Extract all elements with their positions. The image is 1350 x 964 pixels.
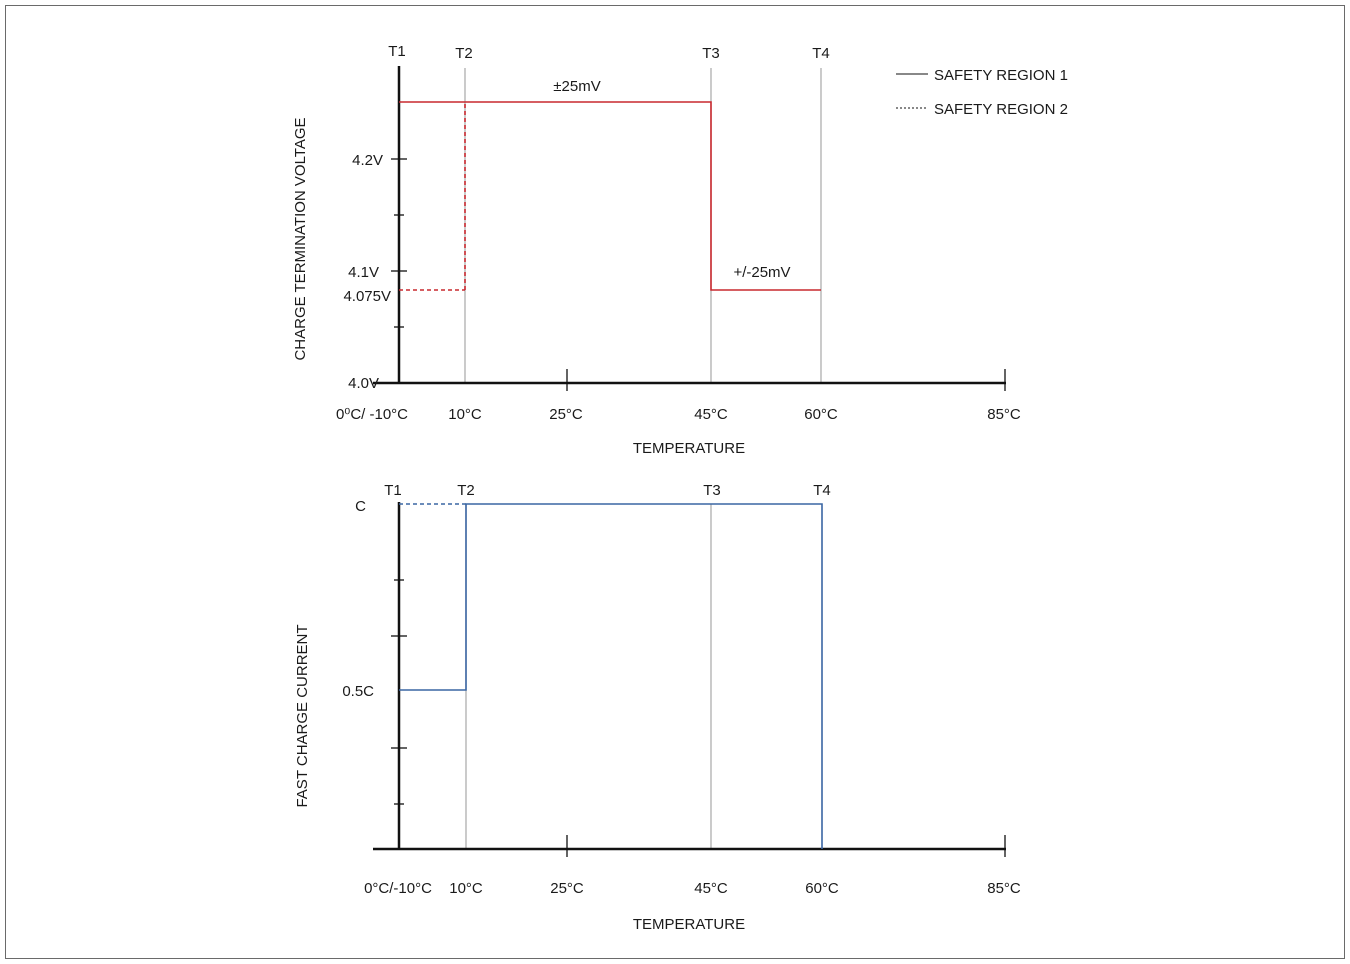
- legend: SAFETY REGION 1 SAFETY REGION 2: [896, 67, 1068, 118]
- x-axis-title: TEMPERATURE: [633, 916, 745, 933]
- x-tick-label: 25°C: [549, 406, 583, 423]
- x-tick-label: 10°C: [448, 406, 482, 423]
- y-tick-label: 4.2V: [352, 152, 383, 169]
- y-tick-label: 4.1V: [348, 264, 379, 281]
- figure-frame: [5, 5, 1345, 959]
- x-tick-label: 85°C: [987, 880, 1021, 897]
- t2-label: T2: [455, 45, 473, 62]
- x-tick-label: 10°C: [449, 880, 483, 897]
- y-tick-label: 0.5C: [342, 683, 374, 700]
- t4-label: T4: [812, 45, 830, 62]
- region1-voltage-trace: [399, 101, 821, 291]
- y-tick-label: 4.075V: [343, 288, 391, 305]
- x-tick-label: 85°C: [987, 406, 1021, 423]
- legend-dashed-label: SAFETY REGION 2: [934, 101, 1068, 118]
- current-chart: T1 T2 T3 T4 C 0.5C 0°C/-10°C 10°C 25°C 4…: [294, 482, 1021, 933]
- x-tick-label: 25°C: [550, 880, 584, 897]
- x-axis-title: TEMPERATURE: [633, 440, 745, 457]
- t4-label: T4: [813, 482, 831, 499]
- annotation-low-tolerance: +/-25mV: [733, 264, 790, 281]
- x-tick-label: 0⁰C/ -10°C: [336, 406, 408, 423]
- t2-label: T2: [457, 482, 475, 499]
- y-axis-title: FAST CHARGE CURRENT: [294, 624, 311, 807]
- voltage-chart: T1 T2 T3 T4 ±25mV +/-25mV 4.2V 4.1V 4.07…: [292, 43, 1021, 457]
- legend-solid-label: SAFETY REGION 1: [934, 67, 1068, 84]
- x-tick-label: 0°C/-10°C: [364, 880, 432, 897]
- t1-label: T1: [384, 482, 402, 499]
- x-tick-label: 60°C: [805, 880, 839, 897]
- x-tick-label: 60°C: [804, 406, 838, 423]
- x-tick-label: 45°C: [694, 406, 728, 423]
- y-tick-label: C: [355, 498, 366, 515]
- y-tick-label: 4.0V: [348, 375, 379, 392]
- t1-label: T1: [388, 43, 406, 60]
- y-axis-title: CHARGE TERMINATION VOLTAGE: [292, 117, 309, 360]
- t3-label: T3: [702, 45, 720, 62]
- region1-current-trace: [399, 503, 823, 849]
- t3-label: T3: [703, 482, 721, 499]
- x-tick-label: 45°C: [694, 880, 728, 897]
- annotation-high-tolerance: ±25mV: [553, 78, 600, 95]
